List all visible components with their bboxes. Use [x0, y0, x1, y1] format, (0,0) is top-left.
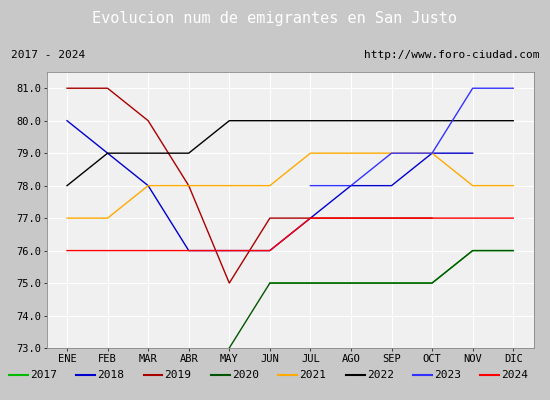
Text: 2022: 2022	[367, 370, 394, 380]
Text: 2020: 2020	[232, 370, 259, 380]
Text: Evolucion num de emigrantes en San Justo: Evolucion num de emigrantes en San Justo	[92, 12, 458, 26]
Text: http://www.foro-ciudad.com: http://www.foro-ciudad.com	[364, 50, 539, 60]
Text: 2017: 2017	[30, 370, 57, 380]
Text: 2018: 2018	[97, 370, 124, 380]
Text: 2019: 2019	[164, 370, 191, 380]
Text: 2017 - 2024: 2017 - 2024	[11, 50, 85, 60]
Text: 2024: 2024	[502, 370, 529, 380]
Text: 2023: 2023	[434, 370, 461, 380]
Text: 2021: 2021	[299, 370, 326, 380]
